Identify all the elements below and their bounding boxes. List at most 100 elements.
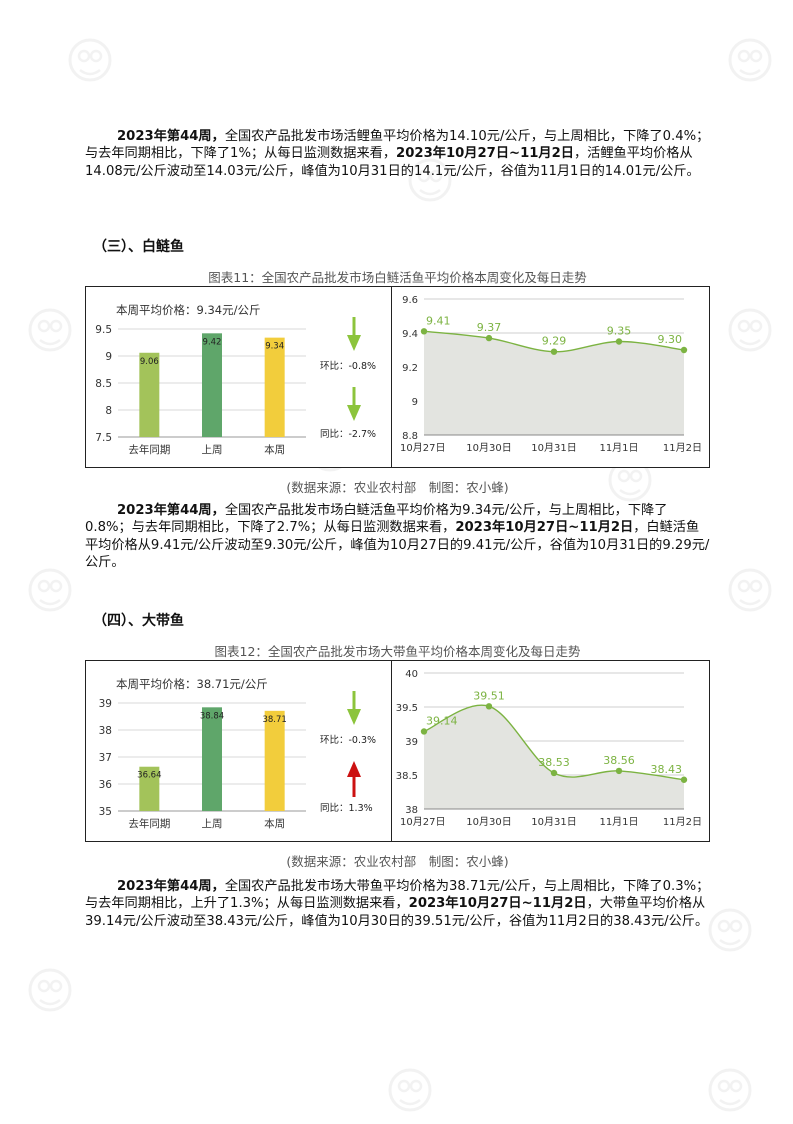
week-on-week-change: 环比：-0.3% xyxy=(320,734,376,746)
y-tick-label: 9 xyxy=(105,351,112,363)
hairtail-summary-paragraph: 2023年第44周，全国农产品批发市场大带鱼平均价格为38.71元/公斤，与上周… xyxy=(85,878,710,930)
y-tick-label: 40 xyxy=(405,669,418,680)
data-point xyxy=(550,769,558,777)
bee-logo-watermark-icon xyxy=(720,300,780,360)
bar-0 xyxy=(139,766,160,811)
x-tick-label: 10月30日 xyxy=(466,442,511,454)
x-tick-label: 10月27日 xyxy=(400,442,445,454)
y-tick-label: 35 xyxy=(99,806,112,818)
y-tick-label: 9.5 xyxy=(95,324,112,336)
paragraph-text: 全国农产品批发市场大带鱼平均价格为38.71元/公斤，与上周相比，下降了0.3%… xyxy=(85,879,710,912)
bar-value-label: 36.64 xyxy=(137,771,161,781)
bee-logo-watermark-icon xyxy=(720,30,780,90)
bar-value-label: 9.34 xyxy=(265,342,284,352)
paragraph-text: ，大带鱼平均价格从39.14元/公斤波动至38.43元/公斤，峰值为10月30日… xyxy=(85,896,709,929)
figure-12-source: (数据来源：农业农村部 制图：农小蜂) xyxy=(286,854,509,869)
x-tick-label: 去年同期 xyxy=(128,817,170,830)
x-tick-label: 10月31日 xyxy=(531,442,576,454)
hairtail-weekly-bar-chart: 本周平均价格：38.71元/公斤 35 36 37 38 39 36.64 去年同期 38.84… xyxy=(99,677,376,830)
section-heading-hairtail: （四）、大带鱼 xyxy=(93,613,184,629)
data-point xyxy=(615,767,623,775)
year-on-year-change: 同比：1.3% xyxy=(320,802,373,814)
y-tick-label: 37 xyxy=(99,752,112,764)
section-heading-silver-carp: （三）、白鲢鱼 xyxy=(93,239,184,255)
y-tick-label: 8.5 xyxy=(95,378,112,390)
paragraph-bold-text: 2023年第44周， xyxy=(117,129,225,144)
data-value-label: 9.37 xyxy=(477,321,502,334)
figure-11-caption: 图表11：全国农产品批发市场白鲢活鱼平均价格本周变化及每日走势 xyxy=(208,270,587,285)
weekly-average-label: 本周平均价格：9.34元/公斤 xyxy=(116,303,260,317)
data-point xyxy=(550,348,558,355)
area-fill xyxy=(424,705,684,809)
arrow-down-icon xyxy=(347,335,361,351)
year-on-year-change: 同比：-2.7% xyxy=(320,428,376,440)
figure-divider xyxy=(391,287,393,467)
y-tick-label: 39.5 xyxy=(396,703,418,714)
data-point xyxy=(420,328,428,335)
figure-divider xyxy=(391,661,393,841)
data-value-label: 39.14 xyxy=(426,714,458,727)
data-point xyxy=(485,334,493,342)
y-tick-label: 38 xyxy=(99,725,112,737)
silver-carp-daily-trend-chart: 8.8 9 9.2 9.4 9.6 9.41 10月27日 9.37 10月30日 9.29 10月… xyxy=(400,295,702,454)
data-value-label: 9.30 xyxy=(658,333,683,346)
bee-logo-watermark-icon xyxy=(700,900,760,960)
bee-logo-watermark-icon xyxy=(20,560,80,620)
area-fill xyxy=(424,331,684,435)
y-tick-label: 7.5 xyxy=(95,432,112,444)
x-tick-label: 11月2日 xyxy=(663,442,702,454)
x-tick-label: 10月27日 xyxy=(400,816,445,828)
bar-2 xyxy=(264,710,285,811)
y-tick-label: 36 xyxy=(99,779,113,791)
x-tick-label: 本周 xyxy=(264,817,285,830)
data-point xyxy=(420,728,428,735)
hairtail-daily-trend-chart: 38 38.5 39 39.5 40 39.14 10月27日 39.51 10月30日 38.5… xyxy=(396,669,702,828)
y-tick-label: 9.6 xyxy=(402,295,418,306)
x-tick-label: 去年同期 xyxy=(128,443,170,456)
y-tick-label: 9.2 xyxy=(402,363,418,374)
weekly-average-label: 本周平均价格：38.71元/公斤 xyxy=(116,677,268,691)
figure-11: 本周平均价格：9.34元/公斤 7.5 8 8.5 9 9.5 9.06 去年同期 9.42 上周… xyxy=(85,286,710,468)
paragraph-text: 全国农产品批发市场活鲤鱼平均价格为14.10元/公斤，与上周相比，下降了0.4%… xyxy=(85,129,710,162)
bar-2 xyxy=(264,337,285,437)
x-tick-label: 10月31日 xyxy=(531,816,576,828)
bar-value-label: 9.42 xyxy=(203,337,222,347)
bar-value-label: 38.71 xyxy=(262,715,286,725)
bar-0 xyxy=(139,352,160,437)
data-point xyxy=(680,776,688,783)
data-point xyxy=(485,703,493,710)
y-tick-label: 38 xyxy=(405,805,418,816)
paragraph-bold-text: 2023年10月27日~11月2日 xyxy=(408,896,587,912)
figure-12: 本周平均价格：38.71元/公斤 35 36 37 38 39 36.64 去年同期 38.84… xyxy=(85,660,710,842)
arrow-down-icon xyxy=(347,405,361,421)
carp-summary-paragraph: 2023年第44周，全国农产品批发市场活鲤鱼平均价格为14.10元/公斤，与上周… xyxy=(85,128,710,180)
bee-logo-watermark-icon xyxy=(60,30,120,90)
figure-11-source: (数据来源：农业农村部 制图：农小蜂) xyxy=(286,480,509,495)
bee-logo-watermark-icon xyxy=(720,560,780,620)
x-tick-label: 11月1日 xyxy=(599,442,638,454)
data-point xyxy=(615,338,623,345)
bee-logo-watermark-icon xyxy=(400,150,460,210)
paragraph-bold-text: 2023年第44周， xyxy=(117,879,225,894)
silver-carp-summary-paragraph: 2023年第44周，全国农产品批发市场白鲢活鱼平均价格为9.34元/公斤，与上周… xyxy=(85,502,710,572)
data-value-label: 38.56 xyxy=(603,754,635,767)
data-value-label: 9.35 xyxy=(607,325,632,338)
silver-carp-weekly-bar-chart: 本周平均价格：9.34元/公斤 7.5 8 8.5 9 9.5 9.06 去年同期 9.42 上周… xyxy=(95,303,376,456)
y-tick-label: 9 xyxy=(412,397,418,408)
y-tick-label: 39 xyxy=(99,698,112,710)
paragraph-text: 全国农产品批发市场白鲢活鱼平均价格为9.34元/公斤，与上周相比，下降了0.8%… xyxy=(85,503,668,536)
y-tick-label: 38.5 xyxy=(396,771,418,782)
y-tick-label: 39 xyxy=(405,737,418,748)
bee-logo-watermark-icon xyxy=(700,1060,760,1120)
bar-1 xyxy=(202,707,222,811)
paragraph-text: ，活鲤鱼平均价格从14.08元/公斤波动至14.03元/公斤，峰值为10月31日… xyxy=(85,146,700,179)
bee-logo-watermark-icon xyxy=(20,300,80,360)
data-value-label: 9.41 xyxy=(426,314,451,327)
x-tick-label: 上周 xyxy=(202,444,223,456)
x-tick-label: 11月1日 xyxy=(599,816,638,828)
x-tick-label: 本周 xyxy=(264,443,285,456)
bar-value-label: 38.84 xyxy=(200,711,224,721)
bee-logo-watermark-icon xyxy=(380,1060,440,1120)
week-on-week-change: 环比：-0.8% xyxy=(320,360,376,372)
x-tick-label: 11月2日 xyxy=(663,816,702,828)
